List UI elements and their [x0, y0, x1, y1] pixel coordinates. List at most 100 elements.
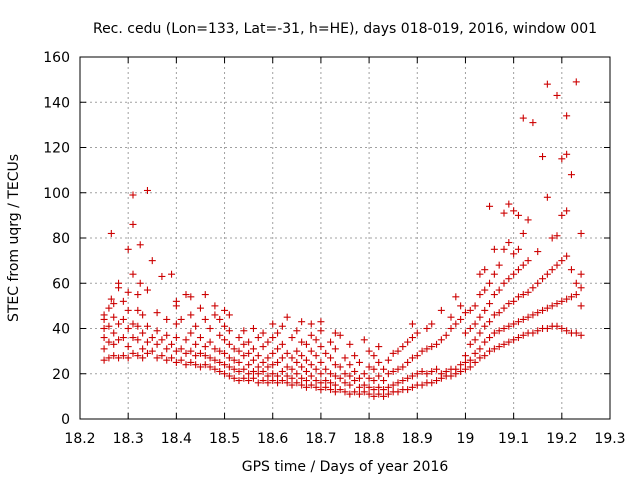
data-point [577, 270, 585, 278]
data-point [230, 365, 238, 373]
data-point [129, 334, 137, 342]
data-point [495, 261, 503, 269]
data-point [254, 352, 262, 360]
data-point [225, 354, 233, 362]
data-point [100, 311, 108, 319]
data-point [341, 354, 349, 362]
data-point [577, 331, 585, 339]
data-point [346, 381, 354, 389]
data-point [510, 207, 518, 215]
data-point [543, 325, 551, 332]
data-point [298, 338, 306, 346]
data-point [563, 207, 571, 215]
data-point [539, 306, 547, 314]
data-point [201, 352, 209, 360]
data-point [317, 318, 325, 326]
data-point [404, 374, 412, 382]
data-point [331, 372, 339, 380]
data-point [461, 365, 469, 373]
data-point [283, 313, 291, 321]
data-point [360, 388, 368, 396]
data-point [143, 322, 151, 330]
data-point [461, 352, 469, 360]
data-point [317, 358, 325, 366]
data-point [404, 338, 412, 346]
data-point [100, 325, 108, 332]
data-point [351, 377, 359, 385]
data-point [105, 304, 113, 312]
y-tick-label: 100 [43, 186, 70, 202]
data-point [384, 383, 392, 391]
data-point [466, 340, 474, 348]
data-point [457, 361, 465, 369]
data-point [572, 329, 580, 337]
data-point [553, 322, 561, 330]
data-point [187, 293, 195, 301]
data-point [283, 379, 291, 387]
data-point [471, 302, 479, 310]
data-point [153, 309, 161, 317]
data-point [433, 365, 441, 373]
data-point [221, 336, 229, 344]
data-point [187, 358, 195, 366]
data-point [283, 372, 291, 380]
data-point [389, 349, 397, 357]
data-point [495, 343, 503, 351]
data-point [481, 338, 489, 346]
data-point [524, 288, 532, 296]
data-point [360, 381, 368, 389]
data-point [158, 336, 166, 344]
data-point [254, 334, 262, 342]
data-point [543, 270, 551, 278]
data-point [293, 358, 301, 366]
data-point [375, 372, 383, 380]
data-point [514, 334, 522, 342]
data-point [322, 365, 330, 373]
data-point [172, 320, 180, 328]
data-point [302, 377, 310, 385]
y-tick-label: 0 [61, 412, 70, 428]
data-point [249, 356, 257, 364]
data-point [119, 315, 127, 323]
data-point [196, 334, 204, 342]
data-point [192, 340, 200, 348]
data-point [461, 309, 469, 317]
data-point [495, 286, 503, 294]
data-point [225, 340, 233, 348]
data-point [269, 334, 277, 342]
data-point [351, 352, 359, 360]
data-point [259, 377, 267, 385]
data-point [225, 327, 233, 335]
data-point [124, 288, 132, 296]
data-point [216, 315, 224, 323]
data-point [534, 327, 542, 335]
data-point [375, 390, 383, 398]
points-layer [100, 78, 585, 400]
data-point [192, 361, 200, 369]
data-point [428, 379, 436, 387]
data-point [529, 329, 537, 337]
data-point [225, 311, 233, 319]
data-point [514, 293, 522, 301]
data-point [394, 379, 402, 387]
data-point [399, 377, 407, 385]
data-point [514, 266, 522, 274]
x-tick-label: 18.8 [354, 431, 385, 447]
data-point [283, 363, 291, 371]
data-point [543, 304, 551, 312]
data-point [553, 300, 561, 308]
data-point [500, 325, 508, 332]
data-point [452, 320, 460, 328]
data-point [500, 304, 508, 312]
data-point [216, 331, 224, 339]
data-point [129, 270, 137, 278]
data-point [288, 381, 296, 389]
data-point [240, 374, 248, 382]
data-point [115, 320, 123, 328]
data-point [380, 392, 388, 400]
data-point [322, 377, 330, 385]
data-point [447, 313, 455, 321]
data-point [143, 349, 151, 357]
data-point [182, 291, 190, 299]
data-point [307, 331, 315, 339]
